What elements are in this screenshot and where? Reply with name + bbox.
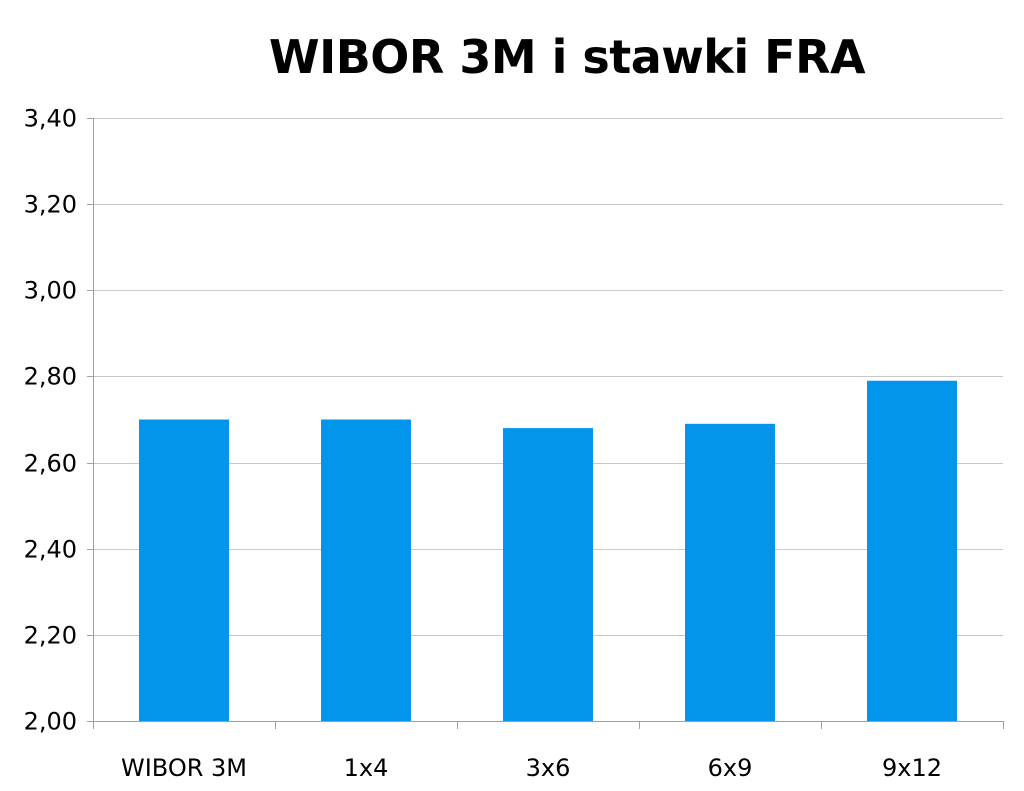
y-tick-label: 3,40 [24, 105, 77, 133]
bars [139, 380, 957, 721]
x-tick-label: 9x12 [882, 754, 942, 782]
y-tick-label: 2,80 [24, 363, 77, 391]
x-tick-label: WIBOR 3M [121, 754, 247, 782]
bar [321, 419, 411, 721]
y-tick-label: 2,40 [24, 536, 77, 564]
y-tick-label: 2,20 [24, 622, 77, 650]
bar [685, 423, 775, 721]
y-tick-label: 2,00 [24, 708, 77, 736]
chart-title: WIBOR 3M i stawki FRA [268, 30, 866, 84]
x-tick-label: 6x9 [708, 754, 753, 782]
y-tick-label: 3,00 [24, 277, 77, 305]
y-tick-label: 3,20 [24, 191, 77, 219]
bar [503, 428, 593, 721]
y-tick-label: 2,60 [24, 450, 77, 478]
x-tick-label: 3x6 [526, 754, 571, 782]
bar [139, 419, 229, 721]
tick-labels: 2,00 2,20 2,40 2,60 2,80 3,00 3,20 3,40 WIBOR 3M… [24, 105, 942, 783]
x-tick-label: 1x4 [344, 754, 389, 782]
bar [867, 380, 957, 721]
axes [87, 118, 1004, 729]
